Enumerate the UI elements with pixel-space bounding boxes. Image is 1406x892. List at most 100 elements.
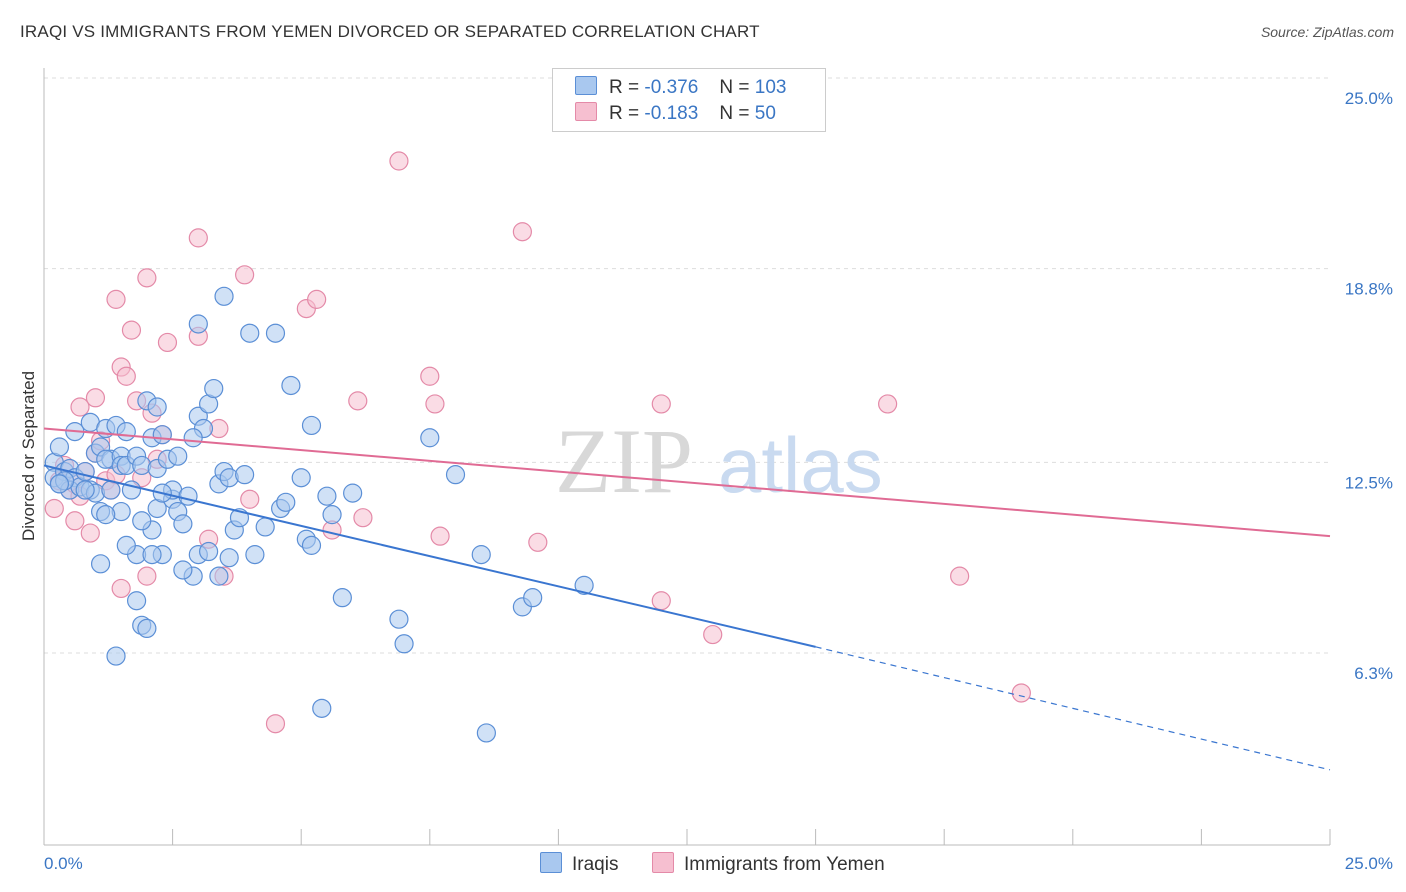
legend-r-value: -0.376 bbox=[644, 77, 699, 98]
yemen-point bbox=[44, 498, 64, 519]
iraqis-point bbox=[173, 560, 193, 580]
yemen-point bbox=[389, 151, 409, 171]
trend-lines bbox=[43, 427, 1331, 771]
yemen-point bbox=[85, 388, 106, 408]
iraqis-point bbox=[332, 588, 352, 608]
yemen-point bbox=[121, 320, 142, 340]
iraqis-point bbox=[116, 422, 136, 442]
legend-swatch-iraqis bbox=[540, 852, 562, 873]
yemen-point bbox=[137, 268, 157, 288]
iraqis-point bbox=[101, 480, 121, 500]
iraqis-point bbox=[152, 425, 172, 445]
iraqis-point bbox=[343, 483, 363, 503]
iraqis-points bbox=[44, 286, 594, 743]
iraqis-point bbox=[394, 634, 414, 654]
watermark: ZIP atlas bbox=[555, 410, 883, 512]
y-tick-label: 18.8% bbox=[1345, 280, 1393, 299]
yemen-point bbox=[116, 366, 136, 386]
legend-n-value: 50 bbox=[754, 103, 776, 124]
iraqis-point bbox=[276, 492, 296, 512]
y-tick-label: 25.0% bbox=[1345, 89, 1393, 108]
iraqis-trend-line bbox=[43, 464, 816, 648]
iraqis-point bbox=[116, 535, 136, 555]
yemen-point bbox=[1011, 683, 1031, 703]
iraqis-point bbox=[235, 465, 255, 485]
iraqis-point bbox=[111, 501, 131, 522]
axis-layer bbox=[43, 68, 1331, 846]
legend-n-label: N = bbox=[719, 103, 750, 124]
iraqis-point bbox=[219, 468, 239, 488]
yemen-point bbox=[240, 489, 260, 509]
x-tick-label: 25.0% bbox=[1345, 854, 1393, 873]
legend-swatch-yemen bbox=[652, 852, 674, 873]
iraqis-point bbox=[420, 428, 440, 448]
legend-n-value: 103 bbox=[754, 77, 787, 98]
series-legend: Iraqis Immigrants from Yemen bbox=[0, 852, 1406, 878]
yemen-point bbox=[950, 566, 970, 586]
legend-item-iraqis[interactable]: Iraqis bbox=[540, 852, 618, 876]
iraqis-point bbox=[214, 286, 234, 306]
yemen-point bbox=[430, 526, 450, 546]
correlation-legend: R = -0.376 N = 103 R = -0.183 N = 50 bbox=[552, 68, 826, 132]
iraqis-point bbox=[132, 455, 152, 476]
iraqis-point bbox=[126, 591, 147, 611]
iraqis-point bbox=[142, 545, 162, 565]
y-tick-label: 12.5% bbox=[1345, 473, 1393, 492]
yemen-point bbox=[157, 332, 178, 353]
iraqis-point bbox=[209, 566, 229, 586]
iraqis-trend-extension bbox=[815, 646, 1331, 771]
y-tick-label: 6.3% bbox=[1354, 664, 1393, 683]
iraqis-point bbox=[188, 314, 208, 334]
yemen-point bbox=[420, 366, 440, 386]
yemen-point bbox=[106, 289, 126, 309]
iraqis-point bbox=[132, 511, 152, 531]
yemen-point bbox=[137, 566, 157, 586]
iraqis-point bbox=[245, 545, 265, 565]
iraqis-point bbox=[291, 468, 311, 488]
yemen-point bbox=[70, 397, 90, 417]
yemen-point bbox=[65, 511, 85, 531]
x-tick-label: 0.0% bbox=[44, 854, 83, 873]
iraqis-point bbox=[219, 548, 239, 568]
yemen-point bbox=[425, 394, 445, 414]
iraqis-point bbox=[96, 505, 116, 525]
legend-n-label: N = bbox=[719, 77, 750, 98]
legend-row-iraqis: R = -0.376 N = 103 bbox=[575, 76, 786, 100]
iraqis-point bbox=[523, 588, 543, 608]
iraqis-point bbox=[90, 554, 111, 574]
source-label: Source: ZipAtlas.com bbox=[1260, 24, 1394, 40]
legend-row-yemen: R = -0.183 N = 50 bbox=[575, 102, 792, 126]
yemen-point bbox=[651, 394, 671, 414]
iraqis-point bbox=[75, 461, 95, 482]
iraqis-point bbox=[199, 541, 219, 562]
legend-r-value: -0.183 bbox=[644, 103, 699, 124]
legend-label-iraqis: Iraqis bbox=[572, 854, 619, 875]
iraqis-point bbox=[574, 575, 594, 595]
yemen-point bbox=[703, 624, 723, 645]
iraqis-point bbox=[317, 486, 337, 506]
yemen-point bbox=[111, 578, 131, 599]
iraqis-point bbox=[281, 375, 301, 396]
iraqis-point bbox=[255, 517, 275, 537]
y-axis-label: Divorced or Separated bbox=[19, 371, 38, 541]
legend-label-yemen: Immigrants from Yemen bbox=[684, 854, 885, 875]
iraqis-point bbox=[471, 545, 491, 565]
yemen-point bbox=[878, 394, 898, 414]
iraqis-point bbox=[178, 486, 198, 506]
watermark-atlas: atlas bbox=[718, 421, 883, 509]
iraqis-point bbox=[476, 723, 496, 743]
iraqis-point bbox=[49, 437, 70, 457]
tick-labels: 6.3% 12.5% 18.8% 25.0% 0.0% 25.0% Divorced or … bbox=[19, 89, 1393, 873]
iraqis-point bbox=[168, 446, 188, 466]
legend-swatch-iraqis bbox=[575, 76, 597, 95]
yemen-point bbox=[651, 591, 671, 611]
iraqis-point bbox=[106, 646, 126, 666]
yemen-point bbox=[512, 222, 532, 242]
watermark-zip: ZIP bbox=[555, 410, 693, 512]
iraqis-point bbox=[240, 323, 260, 343]
yemen-point bbox=[235, 265, 255, 285]
legend-item-yemen[interactable]: Immigrants from Yemen bbox=[652, 852, 885, 876]
iraqis-point bbox=[137, 618, 157, 639]
legend-r-label: R = bbox=[609, 103, 640, 124]
